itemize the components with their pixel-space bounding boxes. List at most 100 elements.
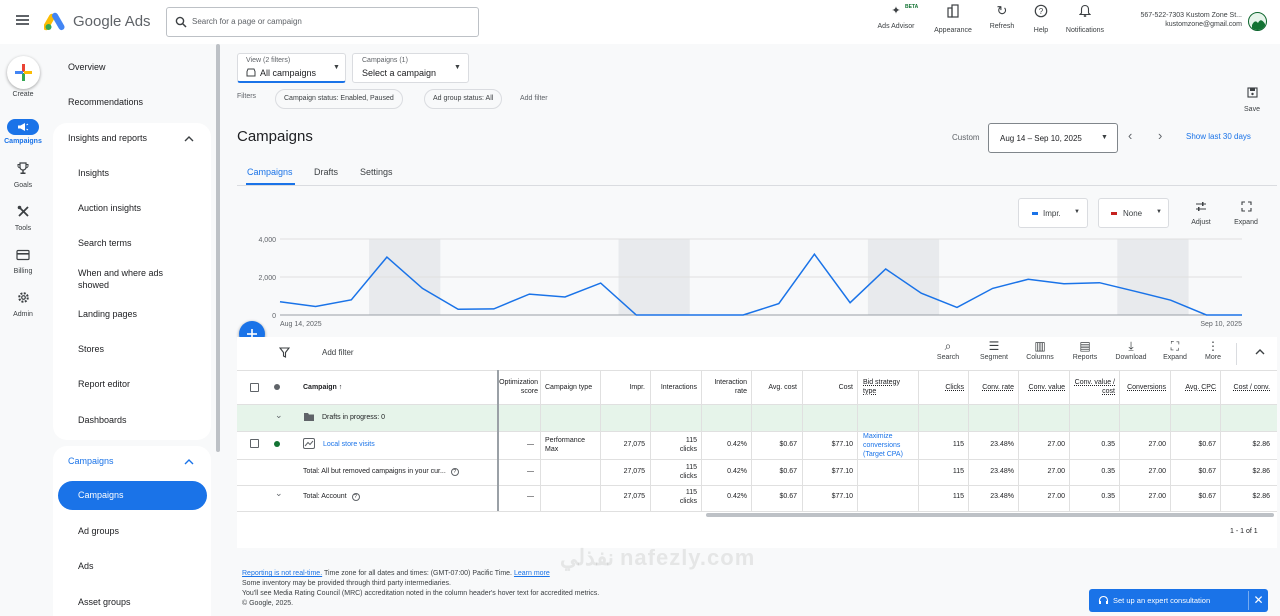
col-avg-cpc[interactable]: Avg. CPC — [1185, 384, 1216, 391]
col-avg-cost[interactable]: Avg. cost — [768, 384, 797, 391]
nav-item-insights[interactable]: Insights — [78, 168, 110, 178]
col-conv-value-cost[interactable]: Conv. value / cost — [1074, 379, 1115, 395]
date-next-button[interactable]: › — [1158, 128, 1163, 143]
nav-insights-header[interactable]: Insights and reports — [68, 133, 148, 143]
tab-campaigns[interactable]: Campaigns — [247, 167, 293, 177]
status-column-dot — [274, 384, 280, 390]
nav-campaigns-header[interactable]: Campaigns — [68, 456, 114, 466]
nav-item-auction-insights[interactable]: Auction insights — [78, 203, 142, 213]
col-impr[interactable]: Impr. — [629, 384, 645, 391]
info-icon[interactable]: ? — [450, 468, 459, 476]
nav-recommendations[interactable]: Recommendations — [68, 97, 144, 107]
nav-item-ads[interactable]: Ads — [78, 561, 94, 571]
account-expand-chevron[interactable]: ⌄ — [275, 488, 283, 498]
header-help[interactable]: ? Help — [1016, 4, 1066, 34]
toolbar-reports-button[interactable]: ▤ Reports — [1068, 338, 1102, 361]
rail-campaigns[interactable] — [7, 119, 39, 135]
toolbar-more-button[interactable]: ⋮ More — [1196, 338, 1230, 361]
rail-tools[interactable]: Tools — [0, 205, 46, 232]
nav-item-campaigns[interactable]: Campaigns — [78, 490, 124, 500]
chart-adjust-button[interactable]: Adjust — [1187, 199, 1215, 226]
col-cost[interactable]: Cost — [838, 384, 853, 391]
metric-selector-1[interactable]: Impr. ▼ — [1018, 198, 1088, 228]
search-input[interactable]: Search for a page or campaign — [192, 17, 302, 26]
rail-label: Billing — [13, 268, 33, 275]
headset-icon — [1098, 595, 1109, 604]
nav-item-when-where[interactable]: When and where ads showed — [78, 268, 164, 290]
col-conv-rate[interactable]: Conv. rate — [982, 384, 1014, 391]
campaign-selector[interactable]: Campaigns (1) Select a campaign ▼ — [352, 53, 469, 83]
nav-item-report-editor[interactable]: Report editor — [78, 379, 131, 389]
nav-item-search-terms[interactable]: Search terms — [78, 238, 132, 248]
header-notifications[interactable]: Notifications — [1060, 4, 1110, 34]
rail-goals[interactable]: Goals — [0, 162, 46, 189]
col-optimization-score[interactable]: Optimization score — [499, 379, 538, 395]
metric-selector-2[interactable]: None ▼ — [1098, 198, 1169, 228]
header-appearance[interactable]: Appearance — [928, 4, 978, 34]
nav-item-landing-pages[interactable]: Landing pages — [78, 309, 138, 319]
chart-expand-button[interactable]: Expand — [1232, 199, 1260, 226]
show-last-30-days-link[interactable]: Show last 30 days — [1186, 132, 1251, 141]
col-interactions[interactable]: Interactions — [660, 384, 697, 391]
toolbar-download-button[interactable]: ⤓ Download — [1114, 338, 1148, 361]
horizontal-scrollbar[interactable] — [706, 513, 1274, 517]
filter-chip-ad-group-status[interactable]: Ad group status: All — [424, 89, 503, 109]
row-checkbox[interactable] — [250, 439, 259, 448]
create-button[interactable] — [7, 56, 40, 89]
rail-billing[interactable]: Billing — [0, 248, 46, 275]
col-clicks[interactable]: Clicks — [945, 384, 964, 391]
account-info[interactable]: 567-522-7303 Kustom Zone St... kustomzon… — [1118, 12, 1242, 28]
rail-admin[interactable]: Admin — [0, 291, 46, 318]
download-icon: ⤓ — [1128, 339, 1134, 353]
chevron-up-icon[interactable] — [184, 458, 194, 465]
nav-item-stores[interactable]: Stores — [78, 344, 105, 354]
nav-scrollbar[interactable] — [216, 44, 220, 452]
date-prev-button[interactable]: ‹ — [1128, 128, 1133, 143]
col-campaign[interactable]: Campaign ↑ — [303, 384, 343, 391]
search-box[interactable]: Search for a page or campaign — [166, 7, 479, 37]
col-conversions[interactable]: Conversions — [1127, 384, 1166, 391]
google-ads-logo-icon[interactable] — [43, 11, 66, 31]
nav-item-ad-groups[interactable]: Ad groups — [78, 526, 120, 536]
toolbar-search-button[interactable]: ⌕ Search — [931, 338, 965, 361]
nav-item-dashboards[interactable]: Dashboards — [78, 415, 127, 425]
view-selector[interactable]: View (2 filters) All campaigns ▼ — [237, 53, 346, 83]
help-icon: ? — [1034, 4, 1048, 18]
col-campaign-type[interactable]: Campaign type — [545, 384, 593, 391]
tab-drafts[interactable]: Drafts — [314, 167, 339, 177]
save-button[interactable]: Save — [1238, 85, 1266, 113]
col-bid-strategy-type[interactable]: Bid strategy type — [863, 379, 900, 395]
col-interaction-rate[interactable]: Interaction rate — [714, 379, 747, 395]
cell-bid-strategy-link[interactable]: Maximize conversions (Target CPA) — [863, 433, 903, 458]
learn-more-link[interactable]: Learn more — [513, 570, 550, 577]
campaign-link-local-store-visits[interactable]: Local store visits — [323, 441, 375, 448]
nav-overview[interactable]: Overview — [68, 62, 106, 72]
segment-icon: ☰ — [988, 339, 1000, 353]
nav-item-campaigns-active[interactable] — [58, 481, 207, 510]
collapse-chevron-icon[interactable] — [1255, 348, 1265, 355]
expert-consultation-banner[interactable]: Set up an expert consultation ✕ — [1089, 589, 1268, 612]
toolbar-expand-button[interactable]: ⛶ Expand — [1158, 338, 1192, 361]
close-icon[interactable]: ✕ — [1248, 591, 1268, 610]
nav-item-asset-groups[interactable]: Asset groups — [78, 597, 131, 607]
header-ads-advisor[interactable]: ✦ BETA Ads Advisor — [871, 4, 921, 30]
table-add-filter[interactable]: Add filter — [322, 348, 354, 357]
cell-interactions: 115 clicks — [679, 489, 697, 505]
info-icon[interactable]: ? — [351, 493, 360, 501]
tab-settings[interactable]: Settings — [360, 167, 393, 177]
drafts-expand-chevron[interactable]: ⌄ — [275, 410, 283, 420]
menu-icon[interactable] — [16, 15, 29, 25]
reporting-link[interactable]: Reporting is not real-time. — [242, 570, 323, 577]
chevron-up-icon[interactable] — [184, 135, 194, 142]
col-cost-conv[interactable]: Cost / conv. — [1233, 384, 1270, 391]
toolbar-columns-button[interactable]: ▥ Columns — [1023, 338, 1057, 361]
add-filter-link[interactable]: Add filter — [520, 95, 548, 102]
toolbar-segment-button[interactable]: ☰ Segment — [977, 338, 1011, 361]
header-refresh[interactable]: ↻ Refresh — [977, 4, 1027, 31]
filter-icon[interactable] — [279, 347, 290, 358]
select-all-checkbox[interactable] — [250, 383, 259, 392]
filter-chip-campaign-status[interactable]: Campaign status: Enabled, Paused — [275, 89, 403, 109]
avatar[interactable] — [1248, 12, 1267, 31]
col-conv-value[interactable]: Conv. value — [1028, 384, 1065, 391]
date-range-selector[interactable]: Aug 14 – Sep 10, 2025 ▼ — [988, 123, 1118, 153]
